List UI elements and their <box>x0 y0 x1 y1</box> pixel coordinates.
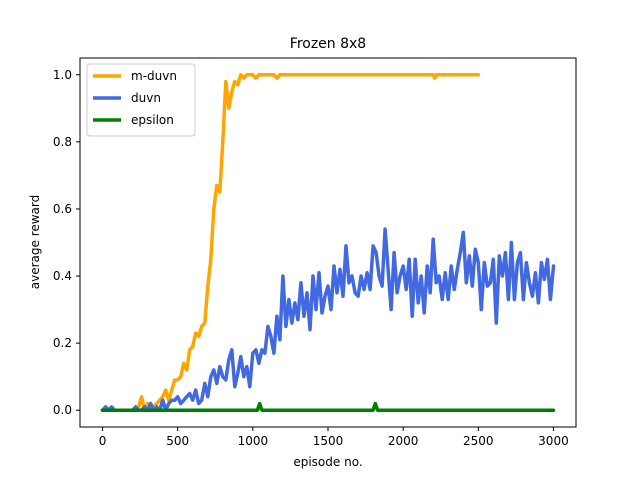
legend-box <box>86 63 196 137</box>
legend-label-duvn: duvn <box>131 91 161 105</box>
x-tick-label: 2500 <box>463 434 494 448</box>
chart-title: Frozen 8x8 <box>290 36 366 52</box>
x-tick-label: 3000 <box>538 434 569 448</box>
x-tick-label: 500 <box>166 434 189 448</box>
y-tick-label: 0.8 <box>53 135 72 149</box>
y-axis-ticks: 0.0 0.2 0.4 0.6 0.8 1.0 <box>53 68 80 417</box>
series-line-duvn <box>100 227 556 412</box>
y-tick-label: 0.0 <box>53 403 72 417</box>
x-tick-label: 1500 <box>313 434 344 448</box>
legend: m-duvn duvn epsilon <box>86 63 196 137</box>
y-tick-label: 1.0 <box>53 68 72 82</box>
series-line-m-duvn <box>100 73 481 412</box>
series-line-epsilon <box>100 401 556 412</box>
y-axis-label: average reward <box>28 195 42 290</box>
y-tick-label: 0.6 <box>53 202 72 216</box>
legend-label-epsilon: epsilon <box>131 113 174 127</box>
x-tick-label: 1000 <box>238 434 269 448</box>
series-layer <box>100 73 556 412</box>
y-tick-label: 0.4 <box>53 269 72 283</box>
x-tick-label: 2000 <box>388 434 419 448</box>
x-axis-label: episode no. <box>293 455 362 469</box>
legend-label-m-duvn: m-duvn <box>131 69 177 83</box>
x-axis-ticks: 0 500 1000 1500 2000 2500 3000 <box>99 427 569 448</box>
x-tick-label: 0 <box>99 434 107 448</box>
y-tick-label: 0.2 <box>53 336 72 350</box>
